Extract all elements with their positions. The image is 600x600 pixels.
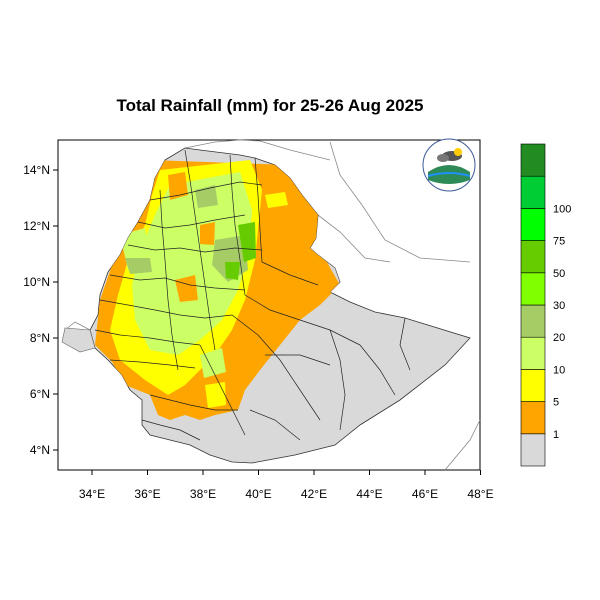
lat-tick-label: 12°N xyxy=(23,219,50,233)
colorbar: 1 5 10 20 30 50 75 100 xyxy=(520,143,571,467)
rain-light-green xyxy=(132,172,252,355)
colorbar-label: 50 xyxy=(553,268,565,280)
lon-tick-label: 40°E xyxy=(245,487,271,501)
colorbar-swatch xyxy=(520,143,546,177)
rain-olive-2 xyxy=(125,258,152,274)
colorbar-swatch xyxy=(520,336,546,370)
lon-tick-label: 44°E xyxy=(356,487,382,501)
rain-green-2 xyxy=(225,262,240,280)
lat-tick-label: 10°N xyxy=(23,275,50,289)
rain-orange-blob-5 xyxy=(262,215,300,250)
colorbar-swatch xyxy=(520,208,546,241)
colorbar-swatch xyxy=(520,175,546,209)
colorbar-swatch xyxy=(520,304,546,338)
lat-tick-label: 6°N xyxy=(30,387,50,401)
lon-tick-label: 38°E xyxy=(190,487,216,501)
colorbar-label: 10 xyxy=(553,364,565,376)
lon-tick-label: 42°E xyxy=(301,487,327,501)
rain-orange-blob-1 xyxy=(168,172,188,200)
lon-tick-label: 46°E xyxy=(412,487,438,501)
rain-olive-3 xyxy=(195,185,218,208)
rain-orange-blob-3 xyxy=(175,275,198,302)
map-title: Total Rainfall (mm) for 25-26 Aug 2025 xyxy=(116,96,424,115)
colorbar-swatch xyxy=(520,272,546,306)
colorbar-label: 75 xyxy=(553,236,565,248)
latitude-ticks: 4°N 6°N 8°N 10°N 12°N 14°N xyxy=(23,163,58,457)
colorbar-swatch xyxy=(520,401,546,435)
western-bulge xyxy=(61,327,96,353)
lon-tick-label: 34°E xyxy=(79,487,105,501)
lat-tick-label: 14°N xyxy=(23,163,50,177)
rain-light-green-south xyxy=(200,348,226,378)
colorbar-swatch xyxy=(520,240,546,274)
rain-green-1 xyxy=(238,222,256,262)
rain-yellow-blob-2 xyxy=(205,382,226,408)
lat-tick-label: 4°N xyxy=(30,443,50,457)
rain-yellow-blob-1 xyxy=(265,192,288,208)
lon-tick-label: 48°E xyxy=(467,487,493,501)
neighbour-borders xyxy=(64,139,481,471)
colorbar-swatch xyxy=(520,433,546,467)
lat-tick-label: 8°N xyxy=(30,331,50,345)
admin-borders xyxy=(94,149,411,441)
lon-tick-label: 36°E xyxy=(134,487,160,501)
longitude-ticks: 34°E 36°E 38°E 40°E 42°E 44°E 46°E 48°E xyxy=(79,470,494,501)
colorbar-label: 1 xyxy=(553,429,559,441)
agency-logo xyxy=(422,138,476,192)
colorbar-label: 5 xyxy=(553,397,559,409)
colorbar-swatch xyxy=(520,369,546,402)
colorbar-label: 100 xyxy=(553,203,571,215)
rain-orange-blob-2 xyxy=(200,222,215,245)
colorbar-label: 20 xyxy=(553,332,565,344)
rain-orange-east xyxy=(285,262,338,300)
colorbar-label: 30 xyxy=(553,300,565,312)
